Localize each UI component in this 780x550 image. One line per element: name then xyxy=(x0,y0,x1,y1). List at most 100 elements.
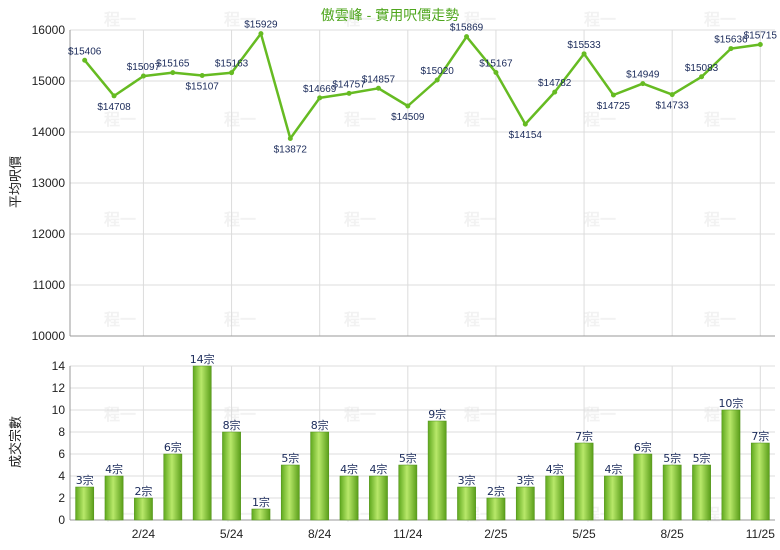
volume-bar xyxy=(457,486,476,521)
watermark-mark: 程一 xyxy=(704,110,736,129)
price-axis-label: 平均呎價 xyxy=(9,156,24,208)
volume-bar xyxy=(398,464,418,521)
volume-bar-panel: 0 2 4 6 8 10 12 14 2/24 5/24 8/24 11/24 2/25 5/25 8/25… xyxy=(52,352,776,541)
price-data-label: $14757 xyxy=(332,79,366,90)
volume-data-label: 5宗 xyxy=(399,451,417,465)
volume-tick-label: 8 xyxy=(58,425,65,439)
price-point xyxy=(375,85,381,91)
volume-data-label: 1宗 xyxy=(252,495,270,509)
watermark-mark: 程一 xyxy=(344,10,376,29)
watermark-mark: 程一 xyxy=(464,310,496,329)
price-point xyxy=(199,73,205,79)
price-point xyxy=(229,70,235,76)
volume-data-label: 4宗 xyxy=(546,462,564,476)
price-tick-label: 16000 xyxy=(32,23,66,37)
watermark-mark: 程一 xyxy=(464,110,496,129)
price-data-label: $15929 xyxy=(244,20,278,31)
volume-bar xyxy=(486,497,506,521)
watermark-mark: 程一 xyxy=(104,310,136,329)
x-tick-label: 11/25 xyxy=(746,527,775,541)
price-data-label: $14725 xyxy=(597,101,631,112)
price-point xyxy=(346,90,352,96)
price-point xyxy=(669,92,675,98)
watermark-mark: 程一 xyxy=(584,110,616,129)
price-data-label: $13872 xyxy=(274,145,308,156)
chart-title: 傲雲峰 - 實用呎價走勢 xyxy=(321,7,459,23)
price-data-label: $15097 xyxy=(127,62,161,73)
watermark-mark: 程一 xyxy=(704,210,736,229)
price-point xyxy=(287,136,293,142)
volume-bar xyxy=(104,475,124,521)
price-tick-label: 15000 xyxy=(32,74,66,88)
volume-data-label: 2宗 xyxy=(134,484,152,498)
volume-data-label: 8宗 xyxy=(311,418,329,432)
watermark-mark: 程一 xyxy=(464,210,496,229)
price-data-label: $15083 xyxy=(685,63,719,74)
price-series-line xyxy=(83,32,761,140)
price-point xyxy=(405,103,411,109)
price-point xyxy=(111,93,117,99)
price-point xyxy=(757,42,763,48)
price-data-label: $15107 xyxy=(186,82,220,93)
volume-bar xyxy=(574,442,594,521)
price-point xyxy=(82,57,88,63)
watermark-mark: 程一 xyxy=(224,210,256,229)
volume-bar xyxy=(339,475,359,521)
volume-tick-label: 14 xyxy=(52,359,66,373)
volume-tick-label: 12 xyxy=(52,381,66,395)
price-point xyxy=(464,34,470,40)
watermark-mark: 程一 xyxy=(104,405,136,424)
watermark-mark: 程一 xyxy=(104,10,136,29)
volume-data-label: 4宗 xyxy=(604,462,622,476)
volume-data-label: 8宗 xyxy=(223,418,241,432)
watermark-mark: 程一 xyxy=(224,110,256,129)
x-tick-label: 2/25 xyxy=(484,527,508,541)
price-point xyxy=(640,81,646,87)
x-tick-label: 5/24 xyxy=(220,527,244,541)
x-tick-label: 2/24 xyxy=(132,527,156,541)
watermark-mark: 程一 xyxy=(584,310,616,329)
watermark-mark: 程一 xyxy=(344,310,376,329)
price-point xyxy=(317,95,323,101)
volume-data-label: 10宗 xyxy=(718,396,743,410)
volume-data-label: 5宗 xyxy=(663,451,681,465)
volume-data-label: 3宗 xyxy=(458,473,476,487)
price-data-label: $15020 xyxy=(421,66,455,77)
volume-bar xyxy=(604,475,623,521)
volume-data-label: 6宗 xyxy=(164,440,182,454)
price-point xyxy=(581,51,587,57)
volume-data-label: 4宗 xyxy=(369,462,387,476)
volume-data-label: 3宗 xyxy=(516,473,534,487)
price-line-panel: 10000 11000 12000 13000 14000 15000 16000$1540… xyxy=(32,20,778,343)
watermark-mark: 程一 xyxy=(704,10,736,29)
x-tick-label: 8/24 xyxy=(308,527,332,541)
volume-bar xyxy=(515,486,535,521)
price-tick-label: 14000 xyxy=(32,125,66,139)
price-data-label: $15165 xyxy=(156,59,190,70)
volume-bar xyxy=(75,486,95,521)
price-data-label: $14949 xyxy=(626,70,660,81)
volume-bar xyxy=(662,464,682,521)
price-data-label: $14857 xyxy=(362,74,396,85)
price-data-label: $14669 xyxy=(303,84,337,95)
volume-data-label: 5宗 xyxy=(281,451,299,465)
volume-bar xyxy=(721,409,741,521)
volume-tick-label: 6 xyxy=(58,447,65,461)
price-data-label: $15533 xyxy=(567,40,601,51)
x-tick-label: 11/24 xyxy=(393,527,422,541)
price-point xyxy=(522,121,528,127)
volume-data-label: 14宗 xyxy=(190,352,215,366)
price-data-label: $14509 xyxy=(391,112,425,123)
watermark-mark: 程一 xyxy=(344,210,376,229)
watermark-mark: 程一 xyxy=(464,405,496,424)
price-data-label: $15406 xyxy=(68,46,102,57)
price-tick-label: 12000 xyxy=(32,227,66,241)
volume-data-label: 6宗 xyxy=(634,440,652,454)
price-tick-label: 10000 xyxy=(32,329,66,343)
watermark-mark: 程一 xyxy=(704,310,736,329)
price-data-label: $14708 xyxy=(97,102,131,113)
volume-bar xyxy=(251,508,271,521)
price-point xyxy=(552,89,558,95)
price-data-label: $15163 xyxy=(215,59,249,70)
volume-bar xyxy=(192,365,212,521)
